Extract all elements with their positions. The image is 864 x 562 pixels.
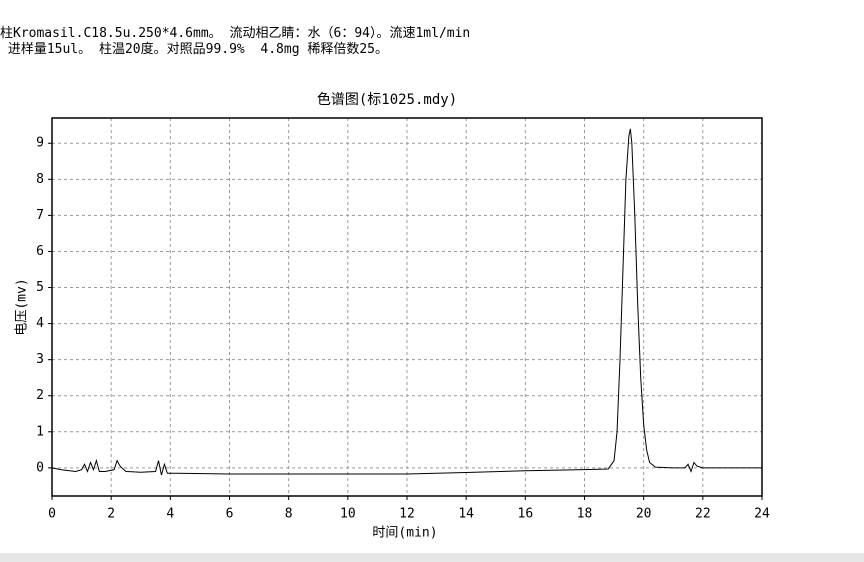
y-tick-label: 0 <box>36 460 44 475</box>
x-tick-label: 0 <box>48 507 56 522</box>
x-tick-label: 8 <box>285 507 293 522</box>
chart-title: 色谱图(标1025.mdy) <box>317 91 457 108</box>
y-tick-label: 7 <box>36 208 44 223</box>
x-tick-label: 4 <box>166 507 174 522</box>
y-tick-label: 9 <box>36 136 44 151</box>
x-tick-label: 20 <box>636 507 652 522</box>
x-axis-label: 时间(min) <box>372 526 437 541</box>
y-tick-label: 1 <box>36 424 44 439</box>
window-strip <box>0 553 864 562</box>
trace <box>51 128 762 476</box>
y-axis-label: 电压(mv) <box>15 278 30 335</box>
y-tick-label: 5 <box>36 280 44 295</box>
y-tick-label: 3 <box>36 352 44 367</box>
x-tick-label: 2 <box>107 507 115 522</box>
y-tick-label: 8 <box>36 172 44 187</box>
plot-frame <box>51 117 763 497</box>
y-tick-label: 4 <box>36 316 44 331</box>
y-tick-label: 2 <box>36 388 44 403</box>
x-tick-label: 22 <box>695 507 711 522</box>
x-tick-label: 14 <box>458 507 474 522</box>
x-tick-label: 16 <box>518 507 534 522</box>
x-tick-label: 18 <box>577 507 593 522</box>
header-line: 柱Kromasil.C18.5u.250*4.6mm。 流动相乙睛：水（6：94… <box>0 26 470 41</box>
x-tick-label: 6 <box>226 507 234 522</box>
x-tick-label: 12 <box>399 507 415 522</box>
y-tick-label: 6 <box>36 244 44 259</box>
x-tick-label: 10 <box>340 507 356 522</box>
header-line: 进样量15ul。 柱温20度。对照品99.9% 4.8mg 稀释倍数25。 <box>0 41 388 57</box>
x-tick-label: 24 <box>754 507 770 522</box>
